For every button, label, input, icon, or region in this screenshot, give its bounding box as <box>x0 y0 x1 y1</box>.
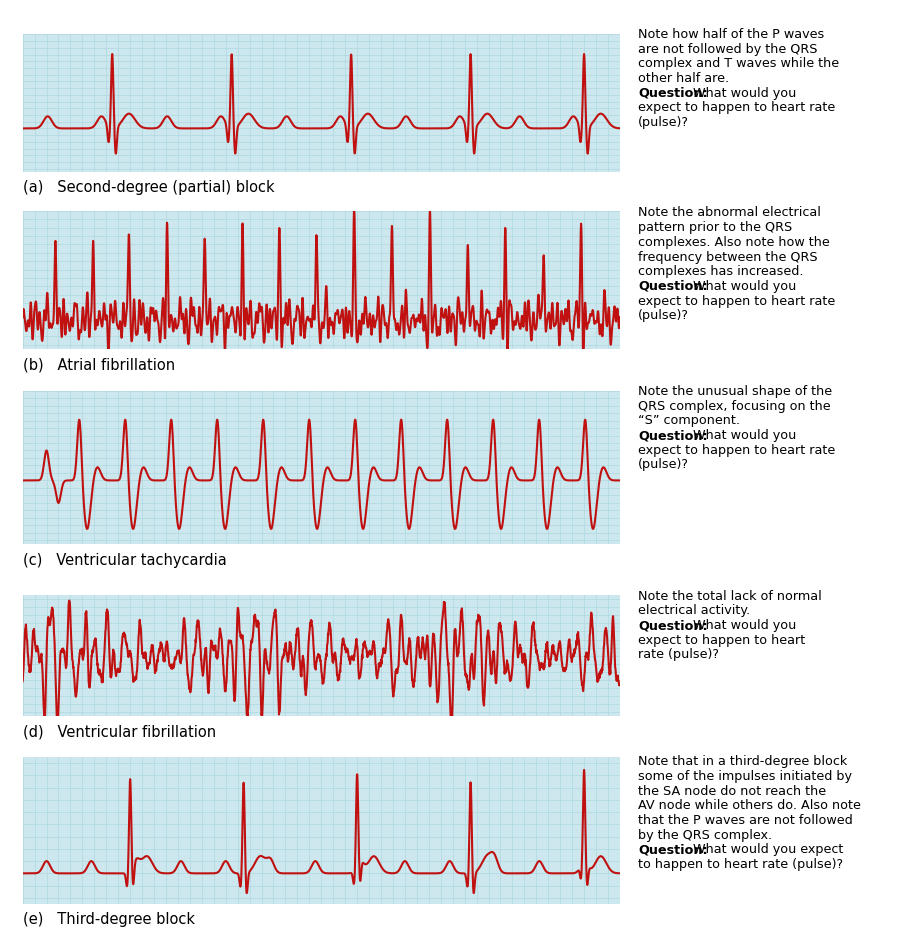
Text: What would you expect: What would you expect <box>689 844 843 857</box>
Text: other half are.: other half are. <box>638 72 729 85</box>
Text: expect to happen to heart: expect to happen to heart <box>638 633 805 646</box>
Text: “S” component.: “S” component. <box>638 415 740 428</box>
Text: AV node while others do. Also note: AV node while others do. Also note <box>638 799 861 812</box>
Text: some of the impulses initiated by: some of the impulses initiated by <box>638 770 852 783</box>
Text: expect to happen to heart rate: expect to happen to heart rate <box>638 295 835 308</box>
Text: Question:: Question: <box>638 844 708 857</box>
Text: pattern prior to the QRS: pattern prior to the QRS <box>638 221 792 234</box>
Text: Note the total lack of normal: Note the total lack of normal <box>638 590 822 603</box>
Text: the SA node do not reach the: the SA node do not reach the <box>638 785 826 798</box>
Text: Question:: Question: <box>638 619 708 632</box>
Text: (pulse)?: (pulse)? <box>638 116 689 129</box>
Text: to happen to heart rate (pulse)?: to happen to heart rate (pulse)? <box>638 858 843 871</box>
Text: QRS complex, focusing on the: QRS complex, focusing on the <box>638 400 831 413</box>
Text: by the QRS complex.: by the QRS complex. <box>638 829 772 842</box>
Text: What would you: What would you <box>689 86 795 100</box>
Text: (e)   Third-degree block: (e) Third-degree block <box>23 912 195 927</box>
Text: (pulse)?: (pulse)? <box>638 310 689 323</box>
Text: expect to happen to heart rate: expect to happen to heart rate <box>638 444 835 457</box>
Text: Note the abnormal electrical: Note the abnormal electrical <box>638 206 821 219</box>
Text: (pulse)?: (pulse)? <box>638 458 689 472</box>
Text: Note that in a third-degree block: Note that in a third-degree block <box>638 755 847 768</box>
Text: expect to happen to heart rate: expect to happen to heart rate <box>638 101 835 114</box>
Text: Question:: Question: <box>638 429 708 442</box>
Text: are not followed by the QRS: are not followed by the QRS <box>638 43 817 56</box>
Text: Note how half of the P waves: Note how half of the P waves <box>638 28 824 41</box>
Text: What would you: What would you <box>689 280 795 293</box>
Text: What would you: What would you <box>689 429 795 442</box>
Text: Question:: Question: <box>638 280 708 293</box>
Text: frequency between the QRS: frequency between the QRS <box>638 250 817 263</box>
Text: (a)   Second-degree (partial) block: (a) Second-degree (partial) block <box>23 180 274 195</box>
Text: electrical activity.: electrical activity. <box>638 604 750 618</box>
Text: complexes has increased.: complexes has increased. <box>638 265 804 278</box>
Text: (b)   Atrial fibrillation: (b) Atrial fibrillation <box>23 357 175 372</box>
Text: complex and T waves while the: complex and T waves while the <box>638 58 839 71</box>
Text: What would you: What would you <box>689 619 795 632</box>
Text: rate (pulse)?: rate (pulse)? <box>638 648 719 661</box>
Text: Question:: Question: <box>638 86 708 100</box>
Text: Note the unusual shape of the: Note the unusual shape of the <box>638 385 833 398</box>
Text: complexes. Also note how the: complexes. Also note how the <box>638 236 830 249</box>
Text: (d)   Ventricular fibrillation: (d) Ventricular fibrillation <box>23 724 215 739</box>
Text: that the P waves are not followed: that the P waves are not followed <box>638 814 853 827</box>
Text: (c)   Ventricular tachycardia: (c) Ventricular tachycardia <box>23 553 226 568</box>
